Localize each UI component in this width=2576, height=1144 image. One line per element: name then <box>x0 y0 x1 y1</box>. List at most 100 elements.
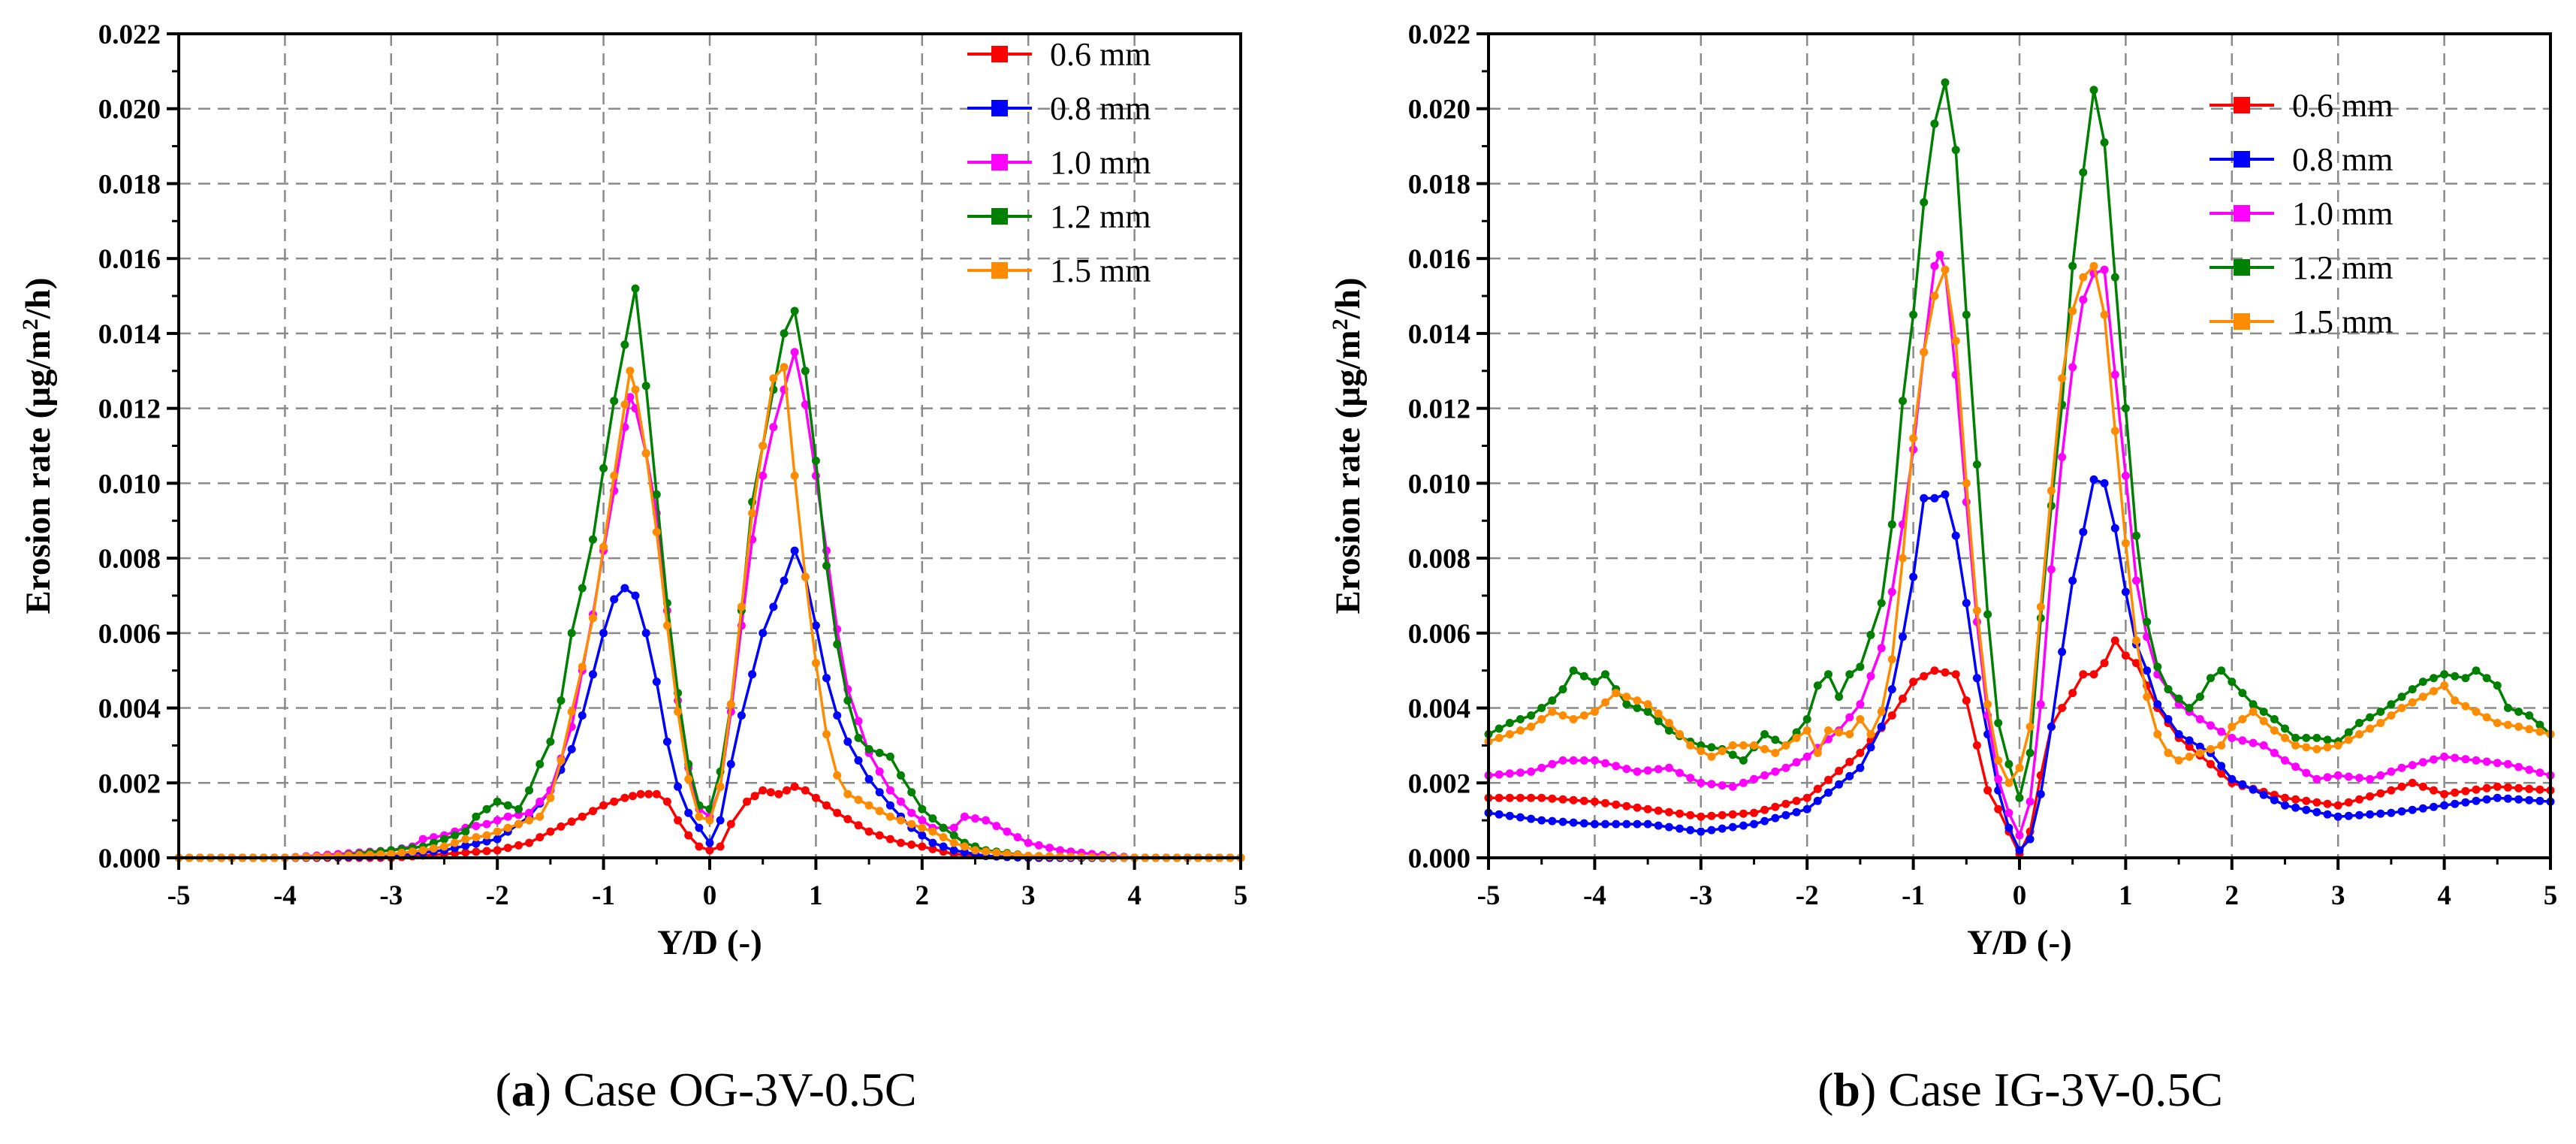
series-1-0-mm-point <box>2503 759 2512 768</box>
series-0-8-mm-point <box>578 711 587 720</box>
series-0-6-mm-point <box>875 831 884 840</box>
y-tick-label: 0.014 <box>1408 319 1470 350</box>
series-0-6-mm-point <box>2535 785 2544 794</box>
series-1-0-mm-point <box>1686 774 1695 783</box>
series-1-0-mm-point <box>1760 771 1769 780</box>
series-1-0-mm-point <box>2047 565 2056 574</box>
series-0-8-mm-point <box>2121 587 2130 596</box>
series-1-2-mm-point <box>2153 663 2162 672</box>
series-0-6-mm-point <box>1728 810 1737 819</box>
series-0-6-mm-point <box>2387 786 2396 795</box>
series-1-5-mm-point <box>557 756 566 765</box>
series-1-0-mm-point <box>1845 713 1854 722</box>
series-1-0-mm-point <box>2291 762 2300 771</box>
series-1-5-mm-point <box>2376 719 2385 727</box>
series-1-2-mm-point <box>1495 724 1504 733</box>
series-0-8-mm-point <box>759 629 768 638</box>
series-1-5-mm-point <box>429 844 438 853</box>
x-tick-label: -2 <box>1796 880 1819 911</box>
legend-1-5-mm-marker <box>991 262 1008 279</box>
series-1-5-mm-point <box>748 509 757 518</box>
series-0-8-mm-point <box>1887 685 1896 694</box>
series-1-2-mm-point <box>864 744 873 753</box>
series-1-0-mm-point <box>2387 767 2396 776</box>
series-1-0-mm-point <box>2238 736 2247 745</box>
series-1-2-mm-point <box>567 629 576 638</box>
series-0-8-mm-point <box>2004 823 2013 832</box>
y-tick-label: 0.004 <box>98 694 161 725</box>
series-1-5-mm-point <box>1697 747 1706 756</box>
y-tick-label: 0.016 <box>1408 244 1470 275</box>
series-0-8-mm-point <box>2514 795 2523 804</box>
series-0-6-mm-point <box>1654 806 1663 815</box>
x-tick-label: -3 <box>1689 880 1712 911</box>
series-1-5-mm-point <box>2015 763 2024 772</box>
series-1-5-mm-point <box>1686 741 1695 750</box>
series-1-5-mm-point <box>2451 696 2460 705</box>
series-0-8-mm-point <box>939 842 948 851</box>
series-1-5-mm-point <box>2143 693 2152 702</box>
x-tick-label: -4 <box>273 880 297 911</box>
x-tick-label: -1 <box>1902 880 1925 911</box>
series-0-6-mm-point <box>801 786 810 795</box>
series-0-8-mm-point <box>726 759 735 768</box>
series-1-2-mm-point <box>1739 756 1748 765</box>
series-0-6-mm-point <box>1887 711 1896 720</box>
y-tick-label: 0.022 <box>1408 20 1470 50</box>
series-1-5-mm-point <box>833 771 842 780</box>
series-1-5-mm-point <box>2323 743 2332 752</box>
series-1-0-mm-point <box>2514 762 2523 771</box>
series-0-8-mm-point <box>2408 805 2417 814</box>
series-1-0-mm-point <box>1505 769 1514 778</box>
series-0-8-mm-point <box>1654 821 1663 830</box>
series-1-5-mm-point <box>2291 741 2300 750</box>
series-0-6-mm-point <box>1909 678 1918 687</box>
series-1-2-mm-point <box>2472 666 2481 675</box>
series-0-6-mm-point <box>1824 775 1832 784</box>
series-0-8-mm-point <box>1824 788 1832 797</box>
series-1-2-mm-point <box>2281 724 2289 733</box>
x-tick-label: -5 <box>167 880 191 911</box>
series-0-6-mm-point <box>652 789 661 798</box>
y-tick-label: 0.006 <box>1408 619 1470 650</box>
series-0-6-mm-point <box>1505 793 1514 802</box>
series-1-2-mm-point <box>2430 674 2438 683</box>
series-0-6-mm-point <box>843 815 852 823</box>
series-1-2-mm-point <box>535 759 544 768</box>
series-1-5-mm-point <box>726 700 735 709</box>
series-0-6-mm-point <box>546 827 555 836</box>
series-0-6-mm-point <box>695 842 704 851</box>
series-0-6-mm-point <box>2089 670 2098 679</box>
series-1-0-mm-point <box>1527 767 1536 776</box>
series-1-2-mm-point <box>2291 733 2300 742</box>
series-1-0-mm-point <box>1866 672 1875 681</box>
series-1-5-mm-point <box>1920 348 1929 357</box>
series-1-5-mm-point <box>2461 702 2470 711</box>
series-1-2-mm-point <box>2259 708 2268 716</box>
x-tick-label: -1 <box>592 880 615 911</box>
series-0-8-mm-point <box>1941 490 1950 499</box>
series-1-5-mm-point <box>2397 704 2406 712</box>
series-1-2-mm-point <box>1516 715 1525 723</box>
series-1-5-mm-point <box>1495 733 1504 742</box>
series-1-5-mm-point <box>2525 725 2534 734</box>
y-tick-label: 0.016 <box>98 244 161 275</box>
series-0-6-mm-point <box>461 848 470 857</box>
legend-0-8-mm-label: 0.8 mm <box>1050 90 1151 127</box>
series-0-8-mm-point <box>1899 632 1907 641</box>
series-0-8-mm-point <box>2387 808 2396 817</box>
series-0-6-mm-point <box>774 789 783 798</box>
series-0-8-mm-point <box>1516 813 1525 822</box>
series-0-6-mm-point <box>2472 785 2481 794</box>
y-tick-label: 0.010 <box>98 469 161 500</box>
series-1-5-mm-point <box>2100 310 2109 319</box>
series-1-0-mm-point <box>1792 758 1801 767</box>
series-1-2-mm-point <box>652 490 661 499</box>
series-0-6-mm-point <box>2366 792 2375 801</box>
series-1-2-mm-point <box>2079 168 2088 177</box>
series-1-2-mm-point <box>780 329 789 338</box>
series-0-8-mm-point <box>662 737 671 746</box>
series-0-8-mm-point <box>2472 796 2481 805</box>
series-1-5-mm-point <box>982 847 991 856</box>
series-1-5-mm-point <box>2312 744 2321 753</box>
